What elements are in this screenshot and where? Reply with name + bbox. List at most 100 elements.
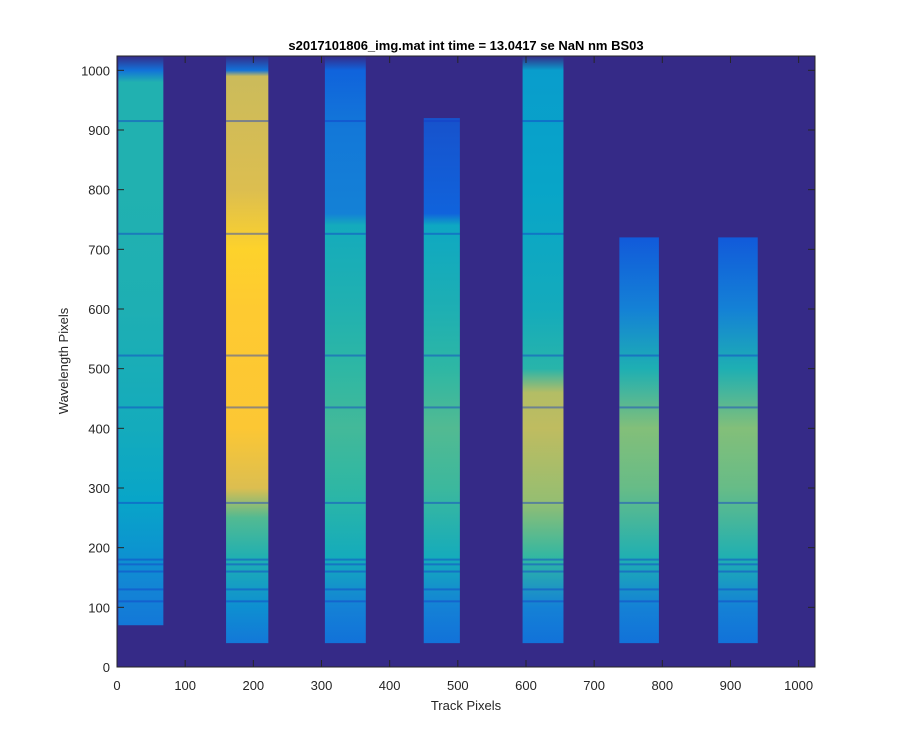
y-tick-label: 400 [88,421,110,436]
dark-line [226,600,269,603]
dark-line [324,501,366,504]
x-tick-label: 200 [242,678,264,693]
heatmap-band-2 [226,56,269,644]
dark-line [619,406,659,409]
dark-line [718,588,758,591]
dark-line [226,501,269,504]
heatmap-band-6 [619,237,659,644]
x-tick-label: 900 [720,678,742,693]
dark-line [226,354,269,357]
dark-line [522,120,564,123]
dark-line [118,563,164,566]
dark-line [118,501,164,504]
y-tick-label: 600 [88,302,110,317]
dark-line [118,600,164,603]
x-tick-label: 300 [311,678,333,693]
dark-line [619,558,659,561]
x-tick-label: 500 [447,678,469,693]
dark-line [226,120,269,123]
y-axis: 0 100 200 300 400 500 600 700 800 900 1000 [81,63,815,675]
dark-line [718,501,758,504]
dark-line [522,354,564,357]
dark-line [522,501,564,504]
x-tick-label: 700 [583,678,605,693]
x-axis: 0 100 200 300 400 500 600 700 800 900 1000 [113,56,813,693]
x-tick-label: 1000 [784,678,813,693]
heatmap-band-1 [118,56,164,626]
dark-line [423,232,460,235]
dark-line [522,588,564,591]
dark-line [324,588,366,591]
dark-line [118,120,164,123]
plot-background [117,56,815,667]
dark-line [423,570,460,573]
dark-line [522,570,564,573]
dark-line [423,563,460,566]
dark-line [423,406,460,409]
dark-line [718,354,758,357]
dark-line [718,570,758,573]
dark-line [324,120,366,123]
dark-line [423,600,460,603]
y-axis-title: Wavelength Pixels [56,307,71,414]
dark-line [522,558,564,561]
heatmap-band-7 [718,237,758,644]
dark-line [226,232,269,235]
dark-line [324,558,366,561]
dark-line [324,232,366,235]
dark-line [718,563,758,566]
dark-line [324,563,366,566]
dark-line [522,232,564,235]
heatmap-band-5 [522,56,564,644]
dark-line [118,558,164,561]
dark-line [324,570,366,573]
dark-line [118,570,164,573]
plot-area [116,55,816,668]
dark-line [118,588,164,591]
y-tick-label: 900 [88,123,110,138]
dark-line [324,354,366,357]
x-axis-title: Track Pixels [431,698,502,713]
dark-line [118,406,164,409]
x-tick-label: 600 [515,678,537,693]
dark-line [423,354,460,357]
y-tick-label: 0 [103,660,110,675]
y-tick-label: 500 [88,362,110,377]
chart-title: s2017101806_img.mat int time = 13.0417 s… [288,38,643,53]
dark-line [226,588,269,591]
dark-line [718,558,758,561]
dark-line [522,600,564,603]
dark-line [324,406,366,409]
dark-line [423,120,460,123]
dark-line [522,406,564,409]
y-tick-label: 200 [88,541,110,556]
dark-line [619,570,659,573]
y-tick-label: 1000 [81,63,110,78]
dark-line [522,563,564,566]
dark-line [324,600,366,603]
dark-line [423,588,460,591]
dark-line [619,563,659,566]
dark-line [226,558,269,561]
dark-line [226,406,269,409]
x-tick-label: 100 [174,678,196,693]
x-tick-label: 400 [379,678,401,693]
x-tick-label: 0 [113,678,120,693]
y-tick-label: 300 [88,481,110,496]
heatmap-bands [118,56,758,644]
y-tick-label: 800 [88,183,110,198]
dark-line [619,354,659,357]
plot-frame [116,55,816,668]
dark-line [118,354,164,357]
dark-line [423,558,460,561]
y-tick-label: 700 [88,242,110,257]
x-tick-label: 800 [651,678,673,693]
dark-line [718,600,758,603]
y-tick-label: 100 [88,600,110,615]
dark-line [619,588,659,591]
heatmap-band-4 [423,118,460,644]
dark-line [423,501,460,504]
dark-line [118,232,164,235]
dark-line [619,600,659,603]
